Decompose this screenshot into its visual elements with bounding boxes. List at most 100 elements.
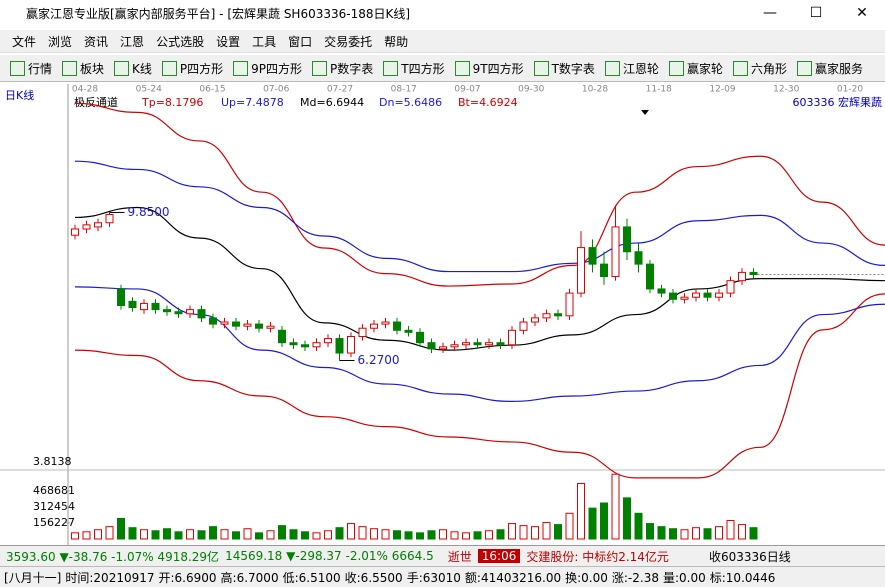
volume-bar bbox=[301, 531, 309, 540]
info-item: 时间:20210917 bbox=[65, 571, 155, 585]
menu-item[interactable]: 工具 bbox=[252, 34, 277, 49]
x-tick-label: 01-20 bbox=[837, 85, 863, 95]
volume-bar bbox=[680, 529, 689, 540]
candle-body bbox=[726, 280, 735, 294]
menu-item[interactable]: 公式选股 bbox=[156, 34, 205, 49]
toolbar-button[interactable]: 行情 bbox=[10, 60, 52, 77]
toolbar-button[interactable]: T数字表 bbox=[533, 60, 595, 77]
candle-body bbox=[266, 325, 275, 329]
candle-body bbox=[473, 342, 482, 346]
candle-body bbox=[600, 263, 608, 278]
menu-item[interactable]: 帮助 bbox=[384, 34, 409, 49]
info-item: 标:10.0446 bbox=[709, 571, 776, 585]
toolbar-button[interactable]: 六角形 bbox=[732, 60, 787, 77]
candle-body bbox=[565, 292, 574, 317]
toolbar-button[interactable]: 9P四方形 bbox=[233, 60, 302, 77]
x-tick-label: 09-30 bbox=[518, 85, 544, 95]
menu-item[interactable]: 浏览 bbox=[48, 34, 73, 49]
window-title: 赢家江恩专业版[赢家内部服务平台] - [宏辉果蔬 SH603336-188日K… bbox=[26, 6, 411, 21]
menu-item[interactable]: 江恩 bbox=[120, 34, 145, 49]
candle-body bbox=[634, 251, 643, 265]
volume-bar bbox=[508, 523, 516, 540]
stock-name: 603336 宏辉果蔬 bbox=[793, 95, 883, 109]
candle-body bbox=[427, 342, 436, 350]
volume-bar bbox=[82, 531, 91, 540]
toolbar-button[interactable]: 板块 bbox=[62, 60, 104, 77]
volume-bar bbox=[726, 519, 735, 540]
candle-body bbox=[186, 309, 194, 315]
status-item: 交建股份: 中标约2.14亿元 bbox=[526, 549, 669, 564]
x-tick-label: 08-17 bbox=[391, 85, 417, 95]
candle-body bbox=[151, 302, 160, 311]
candle-body bbox=[278, 329, 286, 344]
candle-body bbox=[646, 263, 654, 290]
volume-bar bbox=[232, 531, 240, 540]
candle-body bbox=[312, 342, 321, 348]
toolbar-button[interactable]: 赢家轮 bbox=[668, 60, 723, 77]
toolbar-button[interactable]: T四方形 bbox=[383, 60, 445, 77]
candle-body bbox=[462, 342, 470, 346]
window-controls: — ☐ ✕ bbox=[747, 0, 885, 26]
menu-item[interactable]: 资讯 bbox=[84, 34, 109, 49]
minimize-button[interactable]: — bbox=[763, 5, 777, 21]
volume-bar bbox=[496, 529, 505, 540]
info-item: 收:6.5500 bbox=[344, 571, 403, 585]
y-tick-label: 3.8138 bbox=[33, 455, 72, 468]
volume-bar bbox=[197, 530, 206, 540]
toolbar-button[interactable]: P数字表 bbox=[312, 60, 373, 77]
toolbar-button[interactable]: 9T四方形 bbox=[454, 60, 524, 77]
volume-tick-label: 312454 bbox=[33, 500, 75, 513]
candle-body bbox=[669, 292, 677, 300]
candle-body bbox=[128, 300, 137, 309]
maximize-button[interactable]: ☐ bbox=[809, 5, 823, 21]
info-item: 高:6.7000 bbox=[220, 571, 279, 585]
volume-bar bbox=[278, 525, 286, 540]
volume-bar bbox=[531, 526, 539, 540]
info-item: 涨:-2.38 bbox=[611, 571, 659, 585]
volume-bar bbox=[542, 522, 551, 540]
annotation-label: 6.2700 bbox=[358, 353, 400, 367]
volume-bar bbox=[749, 527, 758, 540]
volume-bar bbox=[554, 524, 562, 540]
candle-body bbox=[611, 226, 620, 278]
candle-body bbox=[370, 323, 378, 329]
status-item: 3593.60 ▼-38.76 -1.07% 4918.29亿 bbox=[6, 549, 220, 564]
volume-bar bbox=[381, 529, 390, 540]
candle-body bbox=[232, 321, 240, 327]
toolbar-button[interactable]: P四方形 bbox=[161, 60, 223, 77]
candle-body bbox=[347, 335, 355, 354]
close-button[interactable]: ✕ bbox=[856, 5, 868, 21]
candle-body bbox=[485, 342, 493, 346]
menu-item[interactable]: 设置 bbox=[216, 34, 241, 49]
info-item: 额:41403216.00 bbox=[464, 571, 562, 585]
volume-bar bbox=[347, 523, 355, 540]
candle-body bbox=[416, 331, 424, 344]
volume-bar bbox=[105, 526, 114, 540]
candle-body bbox=[381, 321, 390, 325]
menu-item[interactable]: 文件 bbox=[12, 34, 37, 49]
candle-body bbox=[703, 292, 712, 298]
volume-bar bbox=[485, 530, 493, 540]
volume-tick-label: 156227 bbox=[33, 516, 75, 529]
menu-item[interactable]: 交易委托 bbox=[324, 34, 373, 49]
menu-item[interactable]: 窗口 bbox=[288, 34, 313, 49]
toolbar-button[interactable]: 赢家服务 bbox=[796, 60, 863, 77]
volume-bar bbox=[600, 502, 608, 540]
candle-body bbox=[738, 271, 746, 282]
volume-bar bbox=[220, 529, 229, 540]
candle-body bbox=[335, 338, 344, 354]
volume-bar bbox=[289, 529, 298, 540]
info-item: [八月十一] bbox=[4, 571, 62, 585]
candle-body bbox=[715, 292, 723, 298]
candle-body bbox=[623, 226, 631, 253]
volume-bar bbox=[657, 526, 666, 540]
toolbar-button[interactable]: 江恩轮 bbox=[604, 60, 659, 77]
x-tick-label: 12-30 bbox=[773, 85, 799, 95]
volume-bar bbox=[370, 528, 378, 540]
indicator-value: Md=6.6944 bbox=[300, 96, 364, 109]
volume-bar bbox=[715, 526, 723, 540]
volume-bar bbox=[692, 527, 700, 540]
candle-body bbox=[324, 338, 332, 344]
annotation-label: 9.8500 bbox=[128, 205, 170, 219]
toolbar-button[interactable]: K线 bbox=[114, 60, 152, 77]
